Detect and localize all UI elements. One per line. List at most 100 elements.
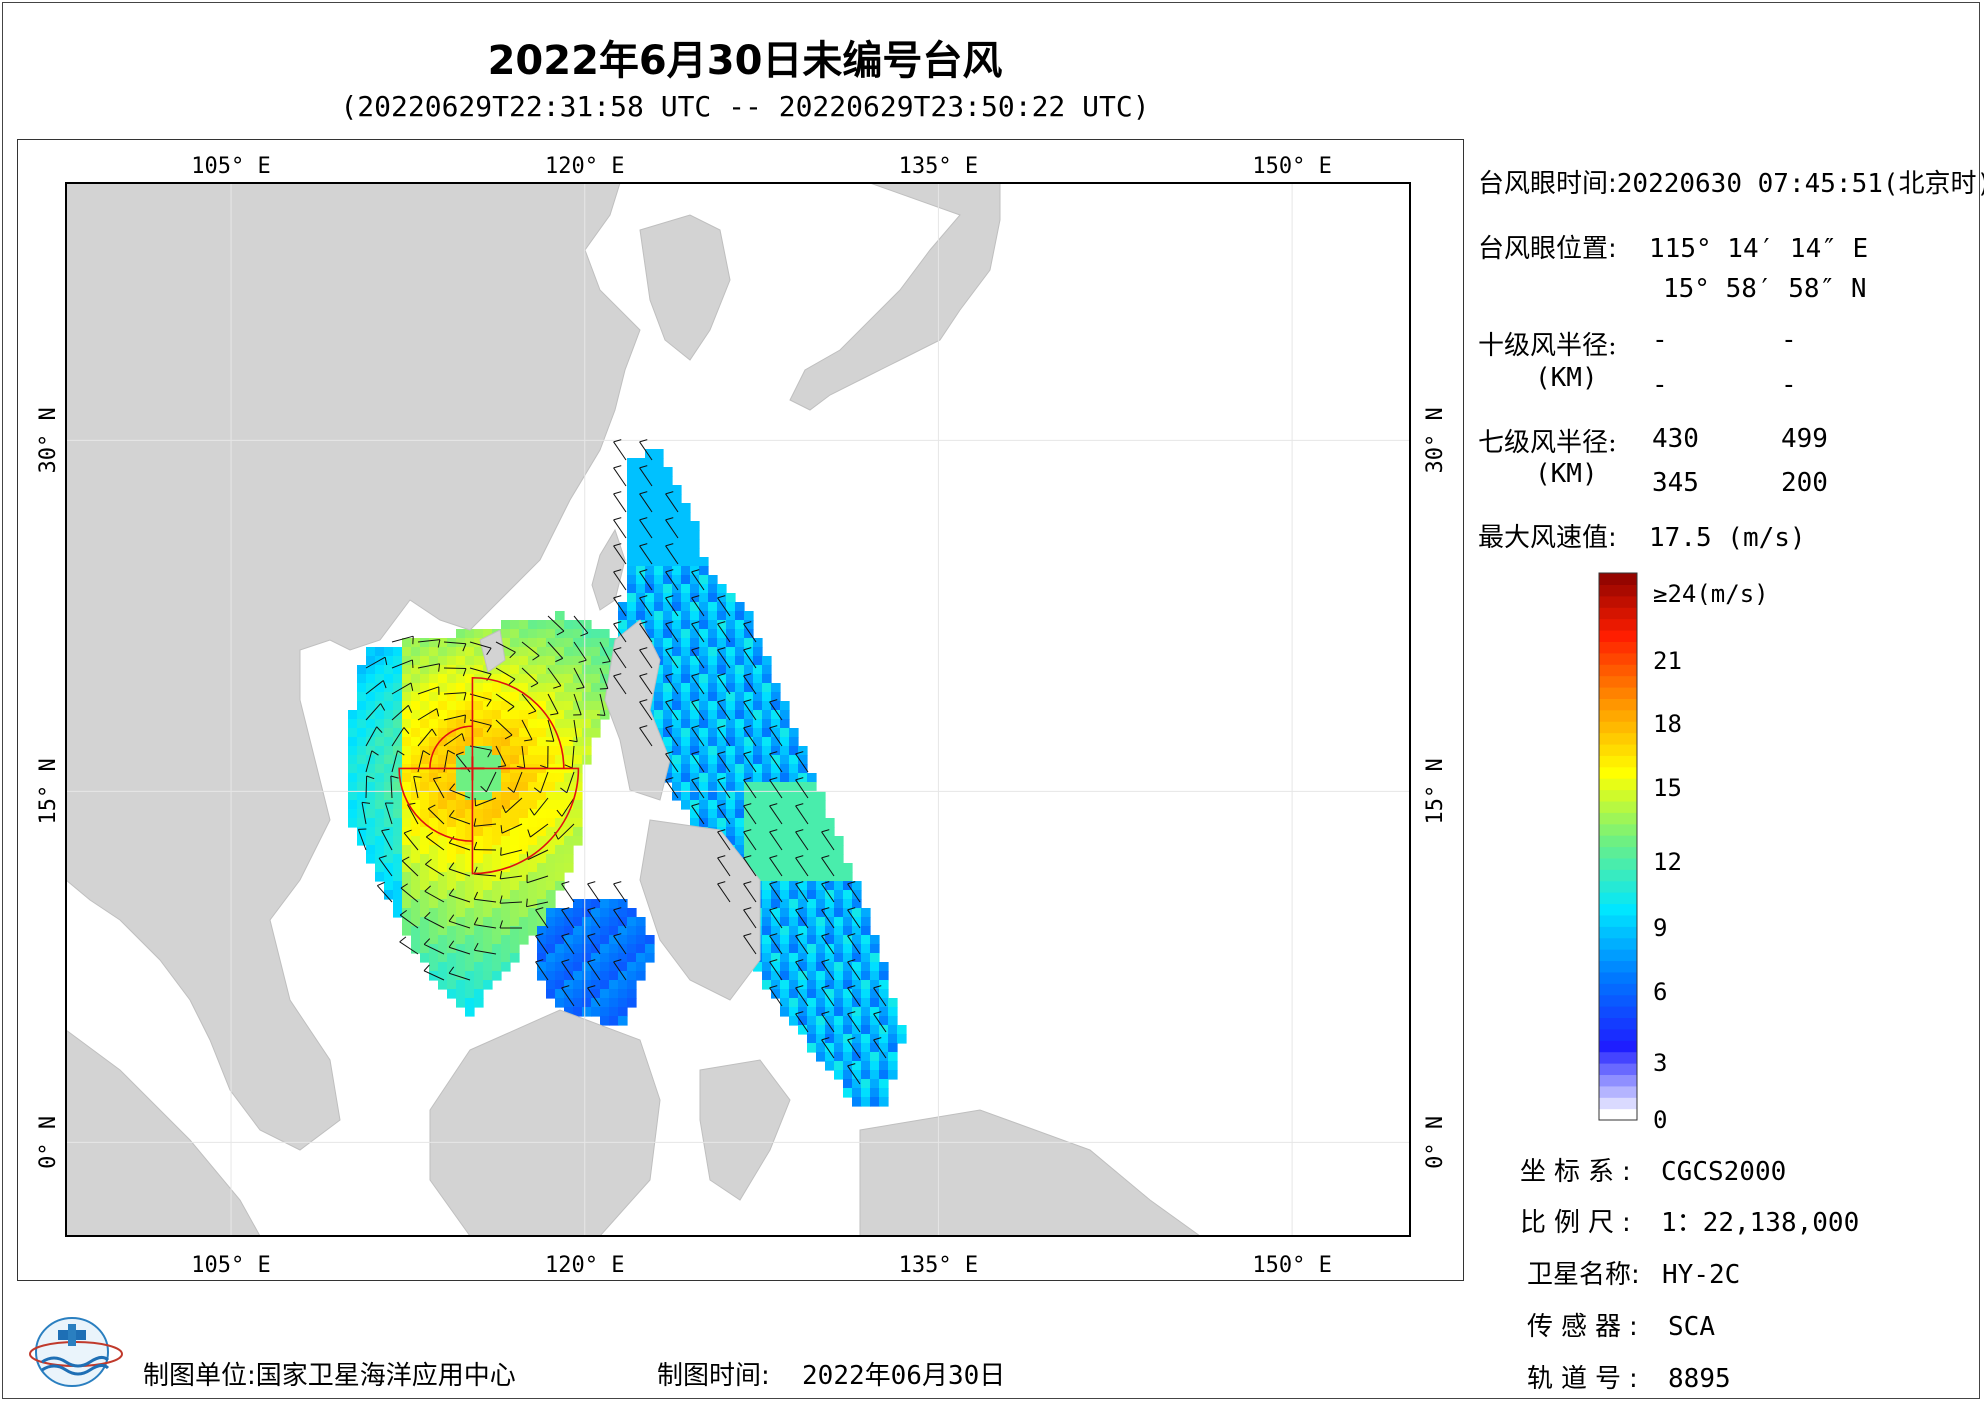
wind-barb xyxy=(795,831,809,851)
wind-barb-flag xyxy=(821,985,830,989)
wind-barb-flag xyxy=(524,739,533,742)
wind-barb xyxy=(449,789,471,799)
colorbar-segment xyxy=(1599,595,1637,608)
wind-barb xyxy=(521,745,526,768)
colorbar-frame xyxy=(1598,572,1638,1121)
wind-barb-flag xyxy=(380,703,386,711)
lon-tick-label-bottom: 105° E xyxy=(191,1253,270,1278)
wind-barb-flag xyxy=(639,699,648,703)
wind-barb-flag xyxy=(428,804,436,810)
wind-barb xyxy=(821,935,835,955)
wind-barb-flag xyxy=(717,647,726,651)
colorbar-segment xyxy=(1599,778,1637,791)
wind-barb xyxy=(795,883,809,903)
sensor-row: 传感器: SCA xyxy=(1527,1306,1715,1343)
lat-tick-label-right: 0° N xyxy=(1423,1116,1448,1169)
eye-time-label: 台风眼时间: xyxy=(1478,169,1617,199)
colorbar-segment xyxy=(1599,857,1637,870)
wind-barb-flag xyxy=(821,1037,830,1041)
scale-row: 比例尺: 1：22,138,000 xyxy=(1520,1202,1859,1239)
colorbar-label-15: 15 xyxy=(1653,774,1682,802)
wind-barb-flag xyxy=(769,725,778,729)
colorbar-label-6: 6 xyxy=(1653,978,1668,1006)
r7-label: 七级风半径: xyxy=(1478,428,1617,458)
wind-barb-flag xyxy=(665,699,674,703)
wind-barb-flag xyxy=(499,920,503,929)
map-title: 2022年6月30日未编号台风 xyxy=(487,38,1003,84)
wind-barb-flag xyxy=(426,831,434,838)
sensor-value: SCA xyxy=(1668,1312,1715,1342)
wind-barb xyxy=(500,901,523,904)
org-value: 国家卫星海洋应用中心 xyxy=(255,1361,516,1391)
wind-barb xyxy=(821,961,835,981)
wind-barb-flag xyxy=(665,491,674,495)
wind-barb-flag xyxy=(665,543,674,547)
wind-barb-flag xyxy=(795,777,804,781)
wind-barb-flag xyxy=(463,692,467,701)
wind-barb-flag xyxy=(613,569,622,573)
wind-barb xyxy=(599,641,611,662)
wind-barb xyxy=(432,778,445,799)
wind-barb-flag xyxy=(613,517,622,521)
wind-barb xyxy=(448,894,471,903)
wind-barb-flag xyxy=(691,699,700,703)
wind-barb-flag xyxy=(556,809,563,817)
wind-barb-flag xyxy=(480,785,487,793)
wind-barb-flag xyxy=(462,668,467,677)
wind-barb-flag xyxy=(561,881,570,885)
wind-barb-flag xyxy=(464,714,466,723)
wind-barb-flag xyxy=(717,881,726,885)
colorbar-segment xyxy=(1599,607,1637,620)
graticule xyxy=(65,182,1411,1237)
wind-barb xyxy=(639,675,653,695)
wind-barb-flag xyxy=(639,595,648,599)
wind-barb-flag xyxy=(717,699,726,703)
eye-position-row: 台风眼位置: 115° 14′ 14″ E xyxy=(1478,228,1868,265)
nsoas-logo-icon xyxy=(29,1317,123,1387)
tick-label-layer: 105° E 105° E 120° E 120° E 135° E 135° E 150°… xyxy=(36,154,1448,1278)
wind-barb xyxy=(769,987,783,1007)
wind-barb xyxy=(639,467,653,487)
wind-barb xyxy=(691,649,705,669)
wind-barb xyxy=(613,493,627,513)
wind-barb xyxy=(361,802,367,825)
colorbar-segment xyxy=(1599,926,1637,939)
lat-tick-label-left: 30° N xyxy=(36,407,61,473)
wind-barb-flag xyxy=(390,775,399,779)
wind-barb xyxy=(391,750,399,773)
wind-barb xyxy=(521,641,540,657)
wind-barb-flag xyxy=(691,725,700,729)
wind-barb-flag xyxy=(795,959,804,963)
wind-barb xyxy=(448,920,471,929)
wind-radius-7 xyxy=(398,676,580,875)
colorbar-segment xyxy=(1599,1017,1637,1030)
wind-barb xyxy=(665,753,679,773)
colorbar-segment xyxy=(1599,835,1637,848)
wind-barb xyxy=(547,693,559,714)
wind-barb-flag xyxy=(527,829,531,838)
wind-barb-flag xyxy=(504,734,513,740)
wind-barb-flag xyxy=(847,1037,856,1041)
wind-barb xyxy=(795,753,809,773)
wind-barb xyxy=(573,667,585,688)
max-wind-value: 17.5 (m/s) xyxy=(1649,523,1806,553)
wind-barb xyxy=(717,831,731,851)
wind-barb-flag xyxy=(665,517,674,521)
wind-barb-flag xyxy=(507,706,515,712)
wind-barb-flag xyxy=(403,727,410,735)
wind-barb xyxy=(443,714,466,721)
max-wind-label: 最大风速值: xyxy=(1478,523,1617,553)
wind-barb xyxy=(376,885,393,903)
wind-barb xyxy=(469,641,492,649)
wind-barb xyxy=(443,692,466,695)
wind-barb-flag xyxy=(743,777,752,781)
wind-barb-flag xyxy=(639,491,648,495)
wind-barb-flag xyxy=(769,855,778,859)
colorbar xyxy=(1598,572,1638,1121)
max-wind-row: 最大风速值: 17.5 (m/s) xyxy=(1478,517,1806,554)
wind-barb xyxy=(417,708,438,721)
colorbar-segment xyxy=(1599,573,1637,585)
wind-barb xyxy=(425,863,445,877)
wind-barb xyxy=(561,961,575,981)
wind-barb xyxy=(613,441,627,461)
